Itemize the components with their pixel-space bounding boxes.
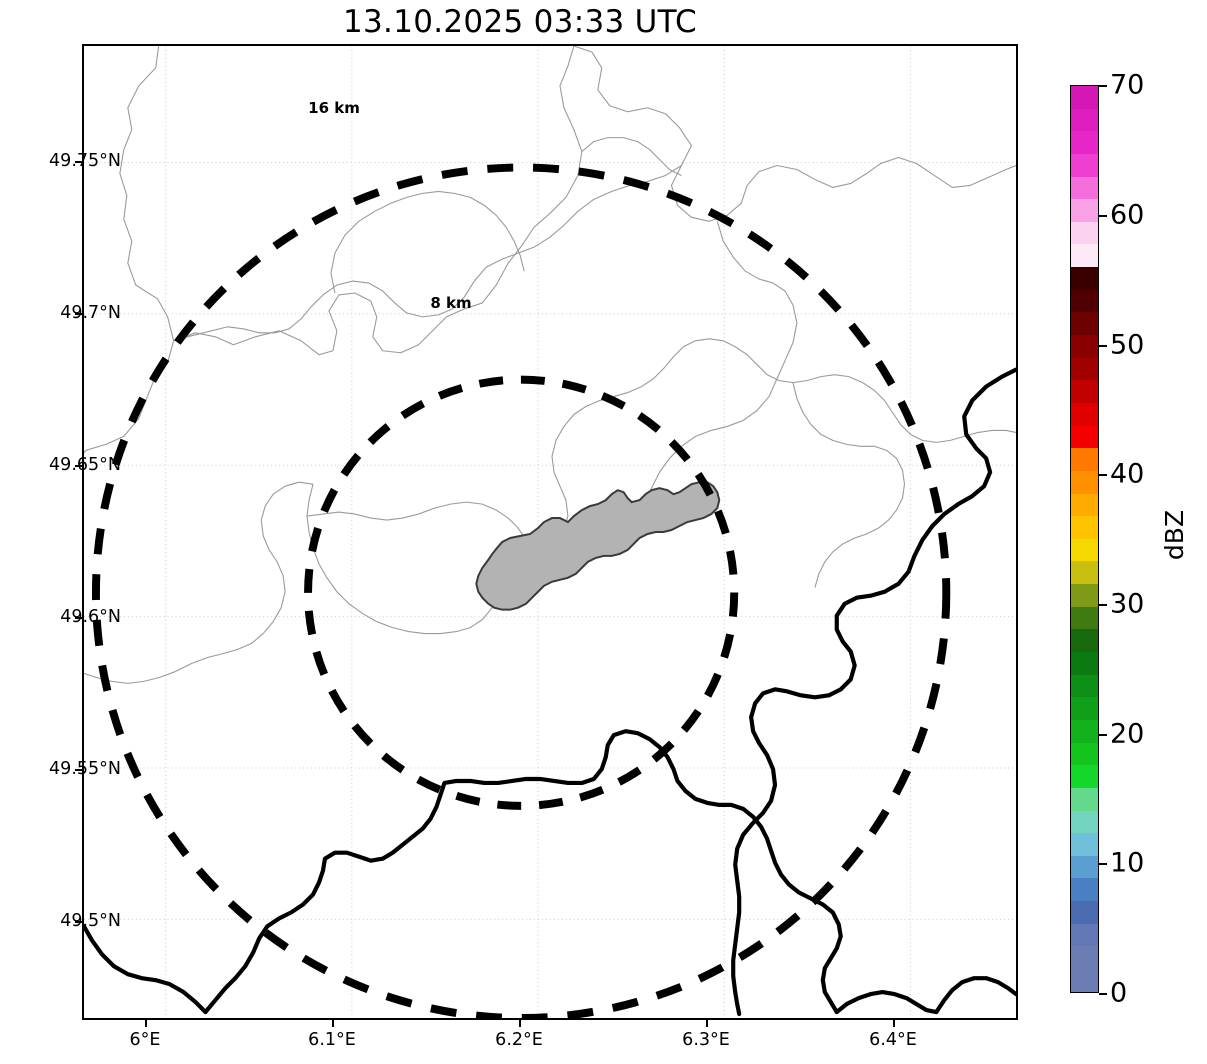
colorbar-band bbox=[1071, 448, 1098, 471]
colorbar-band bbox=[1071, 516, 1098, 539]
x-axis-tick bbox=[893, 1020, 895, 1027]
colorbar-band bbox=[1071, 470, 1098, 494]
x-axis-tick bbox=[519, 1020, 521, 1027]
colorbar-title: dBZ bbox=[1160, 509, 1189, 561]
colorbar-band bbox=[1071, 561, 1098, 585]
colorbar-band bbox=[1071, 131, 1098, 154]
colorbar-band bbox=[1071, 176, 1098, 200]
range-ring-label-8km: 8 km bbox=[430, 294, 472, 312]
colorbar-band bbox=[1071, 765, 1098, 788]
x-axis-label-6.4: 6.4°E bbox=[869, 1030, 917, 1050]
colorbar-band bbox=[1071, 855, 1098, 879]
colorbar-label-30: 30 bbox=[1110, 588, 1145, 620]
colorbar-band bbox=[1071, 493, 1098, 517]
colorbar-band bbox=[1071, 289, 1098, 313]
x-axis-label-6.3: 6.3°E bbox=[682, 1030, 730, 1050]
y-axis-tick bbox=[75, 617, 82, 619]
colorbar-band bbox=[1071, 312, 1098, 336]
colorbar-band bbox=[1071, 968, 1098, 992]
colorbar-band bbox=[1071, 153, 1098, 177]
range-ring-8km bbox=[304, 375, 739, 810]
y-axis-label-49.65: 49.65°N bbox=[49, 455, 121, 475]
municipal-boundaries bbox=[84, 46, 1016, 684]
colorbar-label-0: 0 bbox=[1110, 977, 1128, 1009]
colorbar-band bbox=[1071, 833, 1098, 856]
colorbar-band bbox=[1071, 652, 1098, 675]
colorbar-band bbox=[1071, 787, 1098, 811]
range-ring-16km bbox=[92, 163, 951, 1018]
colorbar-label-50: 50 bbox=[1110, 329, 1145, 361]
colorbar-band bbox=[1071, 878, 1098, 902]
colorbar-band bbox=[1071, 267, 1098, 290]
y-axis-label-49.60: 49.6°N bbox=[60, 607, 121, 627]
colorbar-band bbox=[1071, 810, 1098, 834]
y-axis-tick bbox=[75, 769, 82, 771]
y-axis-tick bbox=[75, 313, 82, 315]
y-axis-label-49.75: 49.75°N bbox=[49, 151, 121, 171]
colorbar-label-60: 60 bbox=[1110, 199, 1145, 231]
y-axis-label-49.50: 49.5°N bbox=[60, 911, 121, 931]
range-rings bbox=[92, 163, 951, 1018]
colorbar-label-40: 40 bbox=[1110, 458, 1145, 490]
x-axis-tick bbox=[706, 1020, 708, 1027]
colorbar-band bbox=[1071, 946, 1098, 969]
colorbar-band bbox=[1071, 335, 1098, 358]
colorbar-band bbox=[1071, 901, 1098, 924]
y-axis-tick bbox=[75, 465, 82, 467]
colorbar-band bbox=[1071, 719, 1098, 743]
colorbar-band bbox=[1071, 742, 1098, 766]
colorbar-band bbox=[1071, 584, 1098, 607]
colorbar-band bbox=[1071, 402, 1098, 426]
radar-map-plot[interactable] bbox=[82, 44, 1018, 1020]
colorbar-tick bbox=[1099, 863, 1107, 865]
reflectivity-colorbar[interactable] bbox=[1070, 85, 1099, 993]
colorbar-band bbox=[1071, 629, 1098, 653]
map-canvas bbox=[84, 46, 1016, 1018]
colorbar-label-20: 20 bbox=[1110, 718, 1145, 750]
colorbar-tick bbox=[1099, 604, 1107, 606]
colorbar-band bbox=[1071, 221, 1098, 245]
y-axis-label-49.70: 49.7°N bbox=[60, 303, 121, 323]
colorbar-band bbox=[1071, 244, 1098, 268]
colorbar-band bbox=[1071, 108, 1098, 132]
x-axis-tick bbox=[145, 1020, 147, 1027]
colorbar-tick bbox=[1099, 993, 1107, 995]
page-title: 13.10.2025 03:33 UTC bbox=[343, 4, 697, 40]
colorbar-band bbox=[1071, 923, 1098, 947]
colorbar-band bbox=[1071, 425, 1098, 449]
colorbar-label-70: 70 bbox=[1110, 69, 1145, 101]
y-axis-tick bbox=[75, 921, 82, 923]
colorbar-label-10: 10 bbox=[1110, 847, 1145, 879]
city-area-polygon bbox=[475, 481, 721, 611]
x-axis-label-6.1: 6.1°E bbox=[308, 1030, 356, 1050]
x-axis-label-6.2: 6.2°E bbox=[495, 1030, 543, 1050]
range-ring-label-16km: 16 km bbox=[308, 99, 360, 117]
colorbar-tick bbox=[1099, 474, 1107, 476]
colorbar-band bbox=[1071, 674, 1098, 698]
colorbar-band bbox=[1071, 538, 1098, 562]
x-axis-tick bbox=[332, 1020, 334, 1027]
colorbar-band bbox=[1071, 199, 1098, 222]
colorbar-band bbox=[1071, 697, 1098, 720]
colorbar-tick bbox=[1099, 85, 1107, 87]
colorbar-band bbox=[1071, 86, 1098, 109]
colorbar-tick bbox=[1099, 215, 1107, 217]
colorbar-tick bbox=[1099, 734, 1107, 736]
y-axis-label-49.55: 49.55°N bbox=[49, 759, 121, 779]
colorbar-band bbox=[1071, 357, 1098, 381]
x-axis-label-6.0: 6°E bbox=[129, 1030, 161, 1050]
colorbar-band bbox=[1071, 380, 1098, 403]
colorbar-band bbox=[1071, 606, 1098, 630]
colorbar-tick bbox=[1099, 345, 1107, 347]
y-axis-tick bbox=[75, 161, 82, 163]
national-borders bbox=[84, 367, 1016, 1017]
